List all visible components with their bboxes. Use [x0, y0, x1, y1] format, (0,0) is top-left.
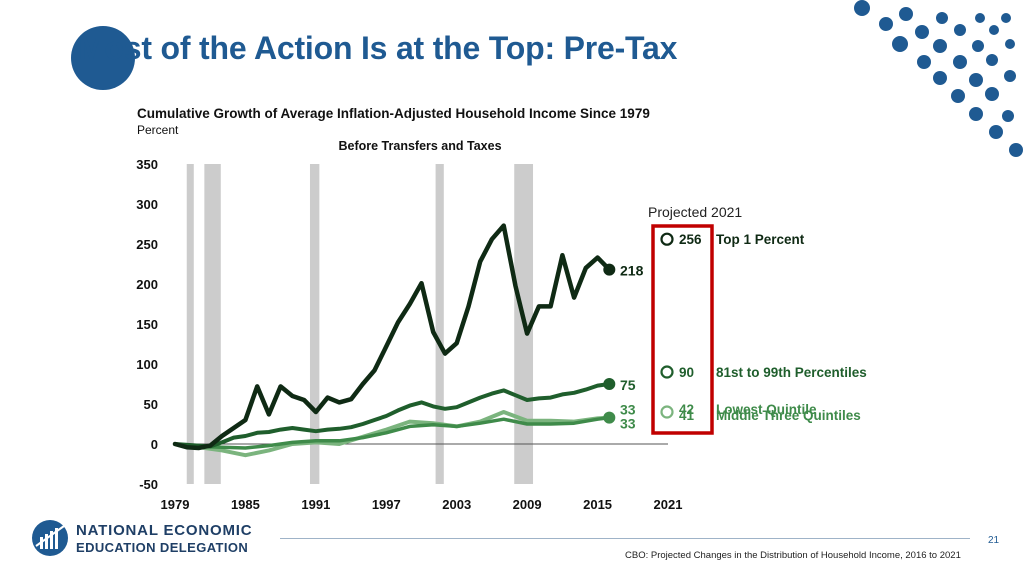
x-tick-label: 2015 [583, 497, 612, 512]
title-accent-circle [71, 26, 135, 90]
slide-title: Most of the Action Is at the Top: Pre-Ta… [78, 30, 678, 66]
x-tick-label: 1997 [372, 497, 401, 512]
x-tick-label: 2003 [442, 497, 471, 512]
y-axis: 350 300 250 200 150 100 50 0 -50 [136, 157, 158, 492]
end-marker-p81_99 [603, 378, 616, 390]
series-line-top1 [172, 223, 612, 451]
y-tick-label: -50 [139, 477, 158, 492]
decorative-dot [975, 13, 985, 23]
x-tick-label: 2021 [654, 497, 683, 512]
end-label-top1: 218 [620, 263, 644, 279]
end-label-lowest: 33 [620, 402, 636, 418]
projection-highlight-box [651, 224, 714, 435]
projected-value-p81_99: 90 [679, 365, 694, 380]
decorative-dot [989, 125, 1003, 139]
decorative-dot [892, 36, 908, 52]
projection-layer: 256 Top 1 Percent 90 81st to 99th Percentil… [660, 232, 867, 423]
decorative-dot [969, 107, 983, 121]
decorative-dot [1004, 70, 1016, 82]
brand-name-line2: EDUCATION DELEGATION [76, 540, 249, 555]
projection-label: Projected 2021 [648, 204, 742, 220]
x-tick-label: 1985 [231, 497, 260, 512]
decorative-dot [989, 25, 999, 35]
nee-logo-icon [32, 520, 68, 556]
decorative-dot [1005, 39, 1015, 49]
end-label-p81_99: 75 [620, 377, 636, 393]
decorative-dot [879, 17, 893, 31]
recession-band-3 [309, 164, 320, 484]
projected-marker-top1 [660, 232, 674, 246]
page-number: 21 [988, 535, 1000, 546]
end-marker-top1 [603, 263, 616, 276]
x-tick-label: 1991 [301, 497, 330, 512]
y-axis-label: Percent [137, 123, 179, 137]
end-label-middle: 33 [620, 416, 636, 432]
series-layer [172, 223, 612, 458]
decorative-dot [986, 54, 998, 66]
recession-band-2 [204, 164, 221, 484]
decorative-dot [969, 73, 983, 87]
source-citation: CBO: Projected Changes in the Distributi… [625, 550, 961, 561]
decorative-dot [936, 12, 948, 24]
legend-p81_99: 81st to 99th Percentiles [716, 365, 867, 380]
decorative-dot [917, 55, 931, 69]
projected-value-middle: 41 [679, 408, 695, 423]
recession-band-1 [186, 164, 194, 484]
legend-middle: Middle Three Quintiles [716, 408, 861, 423]
y-tick-label: 100 [136, 357, 158, 372]
projected-value-top1: 256 [679, 232, 702, 247]
chart-title: Cumulative Growth of Average Inflation-A… [137, 106, 650, 121]
legend-top1: Top 1 Percent [716, 232, 805, 247]
x-tick-label: 2009 [513, 497, 542, 512]
brand-name-line1: NATIONAL ECONOMIC [76, 522, 253, 539]
chart-subtitle: Before Transfers and Taxes [338, 139, 501, 153]
decorative-dot [854, 0, 870, 16]
footer-divider [280, 538, 970, 539]
projected-marker-lowest [660, 405, 674, 419]
series-line-middle [173, 415, 612, 450]
decorative-dot [899, 7, 913, 21]
y-tick-label: 300 [136, 197, 158, 212]
decorative-dot [1001, 13, 1011, 23]
decorative-dot [951, 89, 965, 103]
decorative-dot [915, 25, 929, 39]
x-axis: 1979 1985 1991 1997 2003 2009 2015 2021 [161, 497, 683, 512]
recession-band-4 [435, 164, 444, 484]
decorative-dot [972, 40, 984, 52]
end-marker-middle [603, 411, 616, 424]
projected-marker-p81_99 [660, 365, 674, 379]
series-line-p81_99 [173, 382, 612, 449]
y-tick-label: 50 [144, 397, 158, 412]
y-tick-label: 350 [136, 157, 158, 172]
y-tick-label: 200 [136, 277, 158, 292]
decorative-dot [1002, 110, 1014, 122]
decorative-dot [1009, 143, 1023, 157]
series-line-lowest [173, 410, 612, 458]
decorative-dot [985, 87, 999, 101]
decorative-dot [933, 71, 947, 85]
legend-lowest: Lowest Quintile [716, 402, 817, 417]
x-tick-label: 1979 [161, 497, 190, 512]
decorative-dot [933, 39, 947, 53]
y-tick-label: 250 [136, 237, 158, 252]
y-tick-label: 150 [136, 317, 158, 332]
decorative-dot [954, 24, 966, 36]
y-tick-label: 0 [151, 437, 158, 452]
projected-value-lowest: 42 [679, 402, 694, 417]
decorative-dot [953, 55, 967, 69]
